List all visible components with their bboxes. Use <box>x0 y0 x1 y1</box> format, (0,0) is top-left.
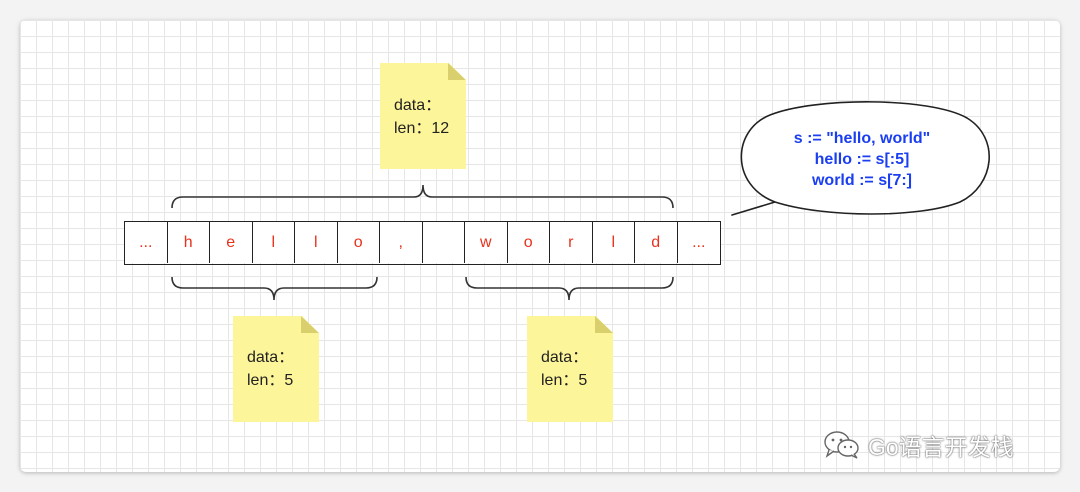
cell-l3: l <box>592 222 635 263</box>
note-len-label: len：5 <box>247 372 294 389</box>
cell-r: r <box>550 222 593 263</box>
hello-brace <box>171 276 378 301</box>
note-full-string: data： len：12 <box>380 63 466 169</box>
wechat-icon <box>824 431 859 459</box>
note-world: data： len：5 <box>527 316 613 422</box>
world-brace <box>465 276 674 301</box>
watermark: Go语言开发栈 <box>822 428 1014 462</box>
note-data-label: data： <box>247 349 295 366</box>
watermark-text: Go语言开发栈 <box>868 434 1014 460</box>
bubble-code: s := "hello, world" hello := s[:5] world… <box>733 128 991 191</box>
cell-l2: l <box>295 222 338 263</box>
code-line-3: world := s[7:] <box>811 172 912 189</box>
cell-l1: l <box>252 222 295 263</box>
note-full-text: data： len：12 <box>394 94 449 140</box>
cell-e: e <box>210 222 253 263</box>
note-world-text: data： len：5 <box>541 346 588 392</box>
cell-o2: o <box>507 222 550 263</box>
code-line-1: s := "hello, world" <box>793 130 931 147</box>
note-data-label: data： <box>394 97 442 114</box>
cell-ellipsis-right: ... <box>677 222 720 263</box>
string-byte-array: ... h e l l o , w o r l d ... <box>124 221 721 265</box>
note-hello: data： len：5 <box>233 316 319 422</box>
cell-comma: , <box>380 222 423 263</box>
note-hello-text: data： len：5 <box>247 346 294 392</box>
note-len-label: len：5 <box>541 372 588 389</box>
cell-d: d <box>635 222 678 263</box>
cell-space <box>422 222 465 263</box>
note-len-label: len：12 <box>394 120 450 137</box>
note-data-label: data： <box>541 349 589 366</box>
code-line-2: hello := s[:5] <box>814 151 910 168</box>
speech-bubble <box>731 101 990 216</box>
cell-o1: o <box>337 222 380 263</box>
cell-ellipsis-left: ... <box>125 222 168 263</box>
cell-h: h <box>167 222 210 263</box>
cell-w: w <box>465 222 508 263</box>
top-brace <box>171 184 674 209</box>
